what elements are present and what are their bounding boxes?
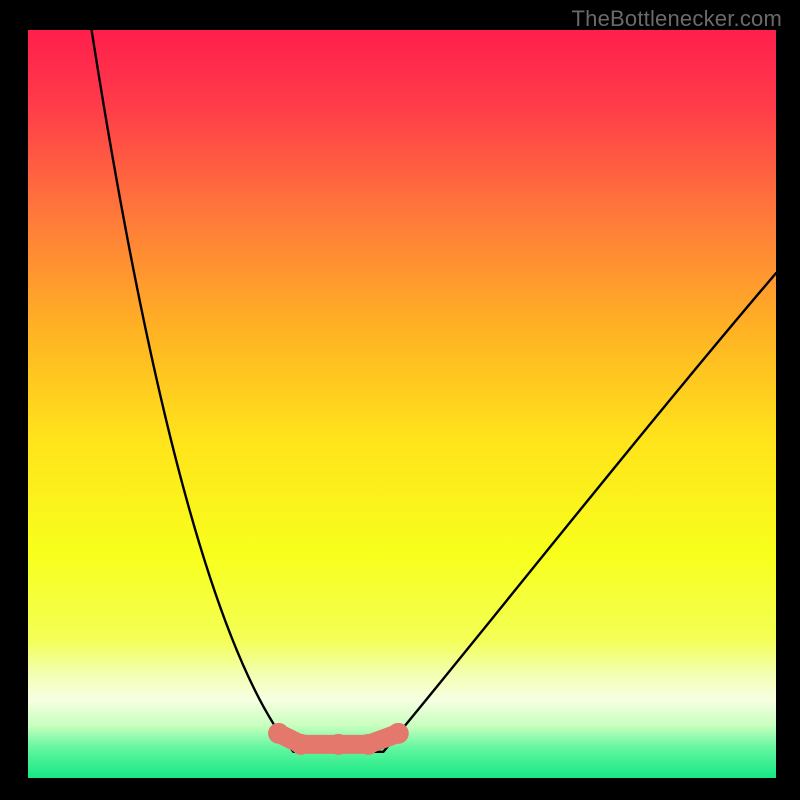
- plot-panel: [28, 30, 776, 778]
- optimal-range-marker: [28, 30, 776, 778]
- chart-root: TheBottlenecker.com: [0, 0, 800, 800]
- watermark-text: TheBottlenecker.com: [572, 6, 782, 32]
